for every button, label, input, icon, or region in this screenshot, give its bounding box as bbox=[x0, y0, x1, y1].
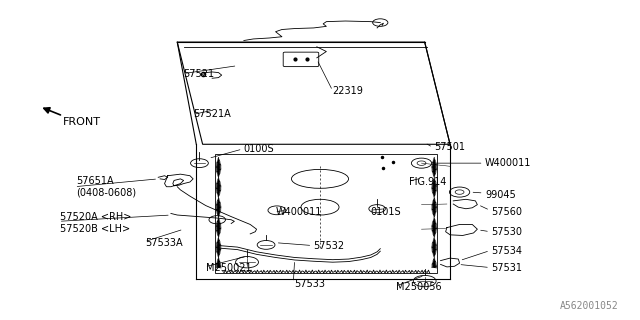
Text: 57651A
(0408-0608): 57651A (0408-0608) bbox=[76, 176, 136, 197]
Text: 22319: 22319 bbox=[333, 86, 364, 96]
Text: FRONT: FRONT bbox=[63, 116, 101, 127]
Text: A562001052: A562001052 bbox=[559, 301, 618, 311]
Text: 57520A <RH>
57520B <LH>: 57520A <RH> 57520B <LH> bbox=[60, 212, 131, 234]
Text: W400011: W400011 bbox=[485, 158, 531, 168]
Text: 57531: 57531 bbox=[492, 263, 522, 274]
Text: 57521A: 57521A bbox=[193, 109, 231, 119]
Text: M250021: M250021 bbox=[206, 263, 252, 274]
Text: 57533: 57533 bbox=[294, 279, 326, 289]
Text: 57534: 57534 bbox=[492, 246, 522, 256]
Text: 57521: 57521 bbox=[184, 68, 214, 78]
Text: 57530: 57530 bbox=[492, 227, 522, 237]
Text: FIG.914: FIG.914 bbox=[409, 177, 446, 187]
Text: 57560: 57560 bbox=[492, 207, 522, 217]
Text: 57533A: 57533A bbox=[145, 238, 183, 248]
Text: 57501: 57501 bbox=[434, 142, 465, 152]
Text: 57532: 57532 bbox=[314, 242, 345, 252]
Text: 99045: 99045 bbox=[485, 189, 516, 200]
Text: 0100S: 0100S bbox=[244, 144, 275, 154]
Text: 0101S: 0101S bbox=[371, 207, 401, 217]
Text: W400011: W400011 bbox=[276, 207, 322, 217]
Text: M250056: M250056 bbox=[396, 282, 442, 292]
